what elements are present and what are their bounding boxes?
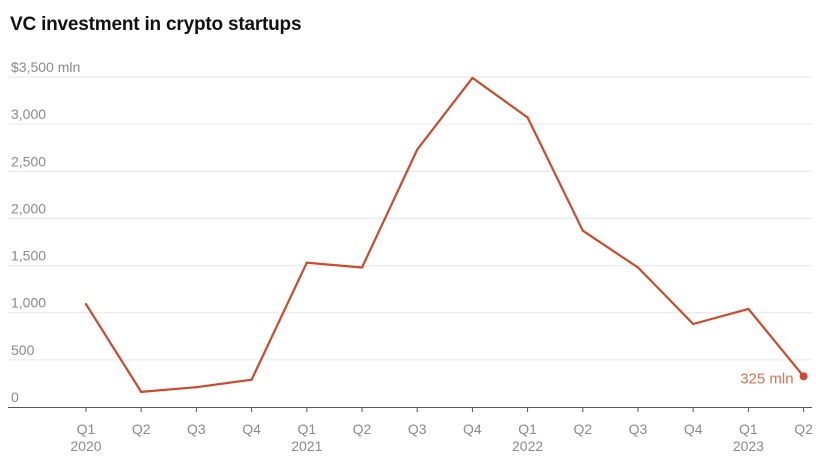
x-tick-label: Q4 — [242, 421, 261, 437]
y-tick-label: 2,000 — [11, 200, 46, 216]
x-tick-label: Q2 — [353, 421, 372, 437]
data-point — [581, 229, 584, 232]
y-tick-label: $3,500 mln — [11, 59, 80, 75]
data-point — [250, 378, 253, 381]
x-tick-label: Q1 — [297, 421, 316, 437]
x-tick-label: Q1 — [739, 421, 758, 437]
y-tick-label: 1,500 — [11, 248, 46, 264]
gridlines — [8, 76, 812, 361]
y-tick-label: 500 — [11, 342, 35, 358]
x-tick-label: Q1 — [518, 421, 537, 437]
data-point — [692, 322, 695, 326]
data-point — [84, 303, 88, 306]
x-tick-label: Q4 — [463, 421, 482, 437]
chart-title: VC investment in crypto startups — [10, 14, 302, 35]
data-point — [360, 266, 364, 269]
x-tick-label: Q2 — [573, 421, 592, 437]
data-point — [140, 390, 143, 394]
x-tick-label: Q2 — [132, 421, 151, 437]
series-line — [84, 76, 805, 393]
y-tick-label: 3,000 — [11, 106, 46, 122]
data-point — [747, 307, 750, 311]
x-tick-label: Q4 — [684, 421, 703, 437]
x-year-label: 2020 — [70, 438, 101, 454]
data-point — [195, 386, 198, 389]
data-point — [471, 76, 474, 80]
x-tick-label: Q3 — [187, 421, 206, 437]
y-tick-label: 2,500 — [11, 153, 46, 169]
x-year-label: 2023 — [733, 438, 764, 454]
x-tick-label: Q1 — [77, 421, 96, 437]
series-layer: 325 mln — [84, 76, 808, 394]
data-point — [305, 261, 308, 264]
x-tick-label: Q3 — [408, 421, 427, 437]
x-year-label: 2022 — [512, 438, 543, 454]
last-value-label: 325 mln — [740, 370, 793, 387]
x-tick-label: Q3 — [629, 421, 648, 437]
last-point-marker — [799, 372, 808, 381]
y-axis-tick-labels: $3,500 mln 3,000 2,500 2,000 1,500 1,000 500 0 — [11, 59, 80, 405]
x-tick-label: Q2 — [794, 421, 813, 437]
data-point — [636, 266, 640, 269]
data-point — [526, 116, 529, 119]
data-point — [416, 148, 419, 151]
x-year-label: 2021 — [291, 438, 322, 454]
y-tick-label: 1,000 — [11, 295, 46, 311]
y-tick-label: 0 — [11, 389, 19, 405]
